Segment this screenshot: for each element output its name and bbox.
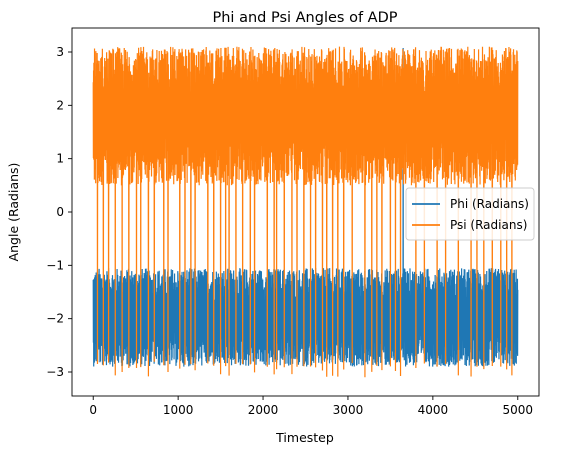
x-axis: 0 1000 2000 3000 4000 5000	[89, 396, 533, 417]
x-tick-label: 5000	[502, 403, 533, 417]
y-tick-label: 3	[56, 45, 64, 59]
y-tick-label: −1	[46, 258, 64, 272]
y-axis: −3 −2 −1 0 1 2 3	[46, 45, 72, 379]
x-tick-label: 3000	[333, 403, 364, 417]
y-tick-label: 2	[56, 98, 64, 112]
x-tick-label: 1000	[163, 403, 194, 417]
legend: Phi (Radians) Psi (Radians)	[405, 187, 535, 241]
chart-title: Phi and Psi Angles of ADP	[213, 10, 398, 26]
series-line-psi	[92, 46, 519, 378]
legend-frame	[405, 187, 535, 241]
x-tick-label: 4000	[418, 403, 449, 417]
y-tick-label: 1	[56, 152, 64, 166]
x-tick-label: 2000	[248, 403, 279, 417]
y-tick-label: 0	[56, 205, 64, 219]
x-axis-label: Timestep	[275, 430, 334, 445]
y-axis-label: Angle (Radians)	[6, 163, 21, 262]
legend-label-phi: Phi (Radians)	[450, 197, 529, 211]
y-tick-label: −3	[46, 365, 64, 379]
x-tick-label: 0	[89, 403, 97, 417]
legend-label-psi: Psi (Radians)	[450, 218, 527, 232]
y-tick-label: −2	[46, 312, 64, 326]
